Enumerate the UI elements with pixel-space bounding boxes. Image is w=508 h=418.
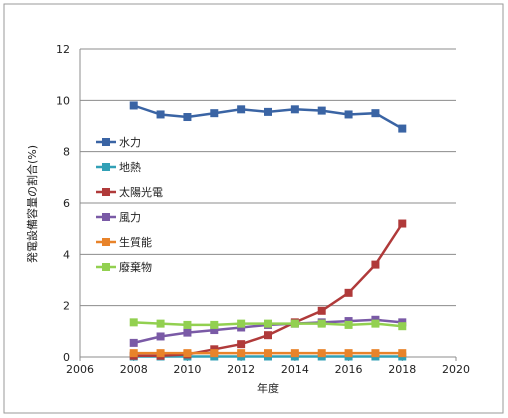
data-point <box>237 319 246 328</box>
x-tick-label: 2008 <box>120 363 148 376</box>
data-point <box>317 349 326 358</box>
data-point <box>129 318 138 327</box>
data-point <box>264 319 272 328</box>
data-point <box>264 107 272 116</box>
x-tick-label: 2006 <box>66 363 94 376</box>
data-point <box>317 306 326 315</box>
data-point <box>210 109 219 118</box>
legend-marker <box>102 138 110 146</box>
y-tick-label: 8 <box>63 146 70 159</box>
y-tick-label: 10 <box>56 94 70 107</box>
data-point <box>317 106 326 115</box>
y-axis-label: 発電設備容量の割合(%) <box>25 145 39 263</box>
data-point <box>129 338 138 347</box>
legend-label: 地熱 <box>119 161 141 174</box>
data-point <box>344 110 353 119</box>
data-point <box>290 105 299 114</box>
data-point <box>371 109 380 118</box>
data-point <box>129 101 138 110</box>
x-tick-label: 2016 <box>335 363 363 376</box>
data-point <box>344 349 353 358</box>
legend-label: 生質能 <box>119 235 152 249</box>
data-point <box>317 319 326 328</box>
data-point <box>183 328 192 337</box>
data-point <box>290 349 299 358</box>
legend-label: 風力 <box>119 211 141 224</box>
data-point <box>371 349 380 358</box>
x-tick-label: 2012 <box>227 363 255 376</box>
data-point <box>210 326 219 335</box>
data-point <box>264 349 272 358</box>
data-point <box>156 110 165 119</box>
y-tick-label: 6 <box>63 197 70 210</box>
y-tick-label: 0 <box>63 351 70 364</box>
data-point <box>371 319 380 328</box>
x-tick-label: 2018 <box>388 363 416 376</box>
legend-marker <box>102 188 110 196</box>
data-point <box>344 288 353 297</box>
data-point <box>398 322 407 331</box>
legend-label: 水力 <box>119 136 141 149</box>
y-tick-label: 2 <box>63 300 70 313</box>
data-point <box>183 113 192 122</box>
data-point <box>237 340 246 349</box>
y-tick-label: 4 <box>63 248 70 261</box>
data-point <box>344 320 353 329</box>
legend-marker <box>102 213 110 221</box>
data-point <box>290 319 299 328</box>
data-point <box>371 260 380 269</box>
data-point <box>156 319 165 328</box>
x-axis-label: 年度 <box>257 381 279 395</box>
data-point <box>129 349 138 358</box>
data-point <box>210 320 219 329</box>
data-point <box>237 349 246 358</box>
data-point <box>183 320 192 329</box>
data-point <box>237 105 246 114</box>
data-point <box>183 349 192 358</box>
legend-marker <box>102 238 110 246</box>
data-point <box>398 349 407 358</box>
x-tick-label: 2010 <box>173 363 201 376</box>
legend-label: 廢棄物 <box>119 260 152 274</box>
data-point <box>398 124 407 133</box>
data-point <box>210 349 219 358</box>
legend-marker <box>102 163 110 171</box>
data-point <box>156 332 165 341</box>
legend-label: 太陽光電 <box>119 185 163 199</box>
plot-area: 0 2 4 6 8 10 12 2006 2008 2010 2012 2014 2016 2018 202… <box>56 43 470 376</box>
data-point <box>264 331 272 340</box>
x-tick-label: 2014 <box>281 363 309 376</box>
legend-marker <box>102 263 110 271</box>
y-tick-label: 12 <box>56 43 70 56</box>
data-point <box>398 219 407 228</box>
data-point <box>156 349 165 358</box>
chart-border <box>3 3 504 414</box>
x-tick-label: 2020 <box>442 363 470 376</box>
